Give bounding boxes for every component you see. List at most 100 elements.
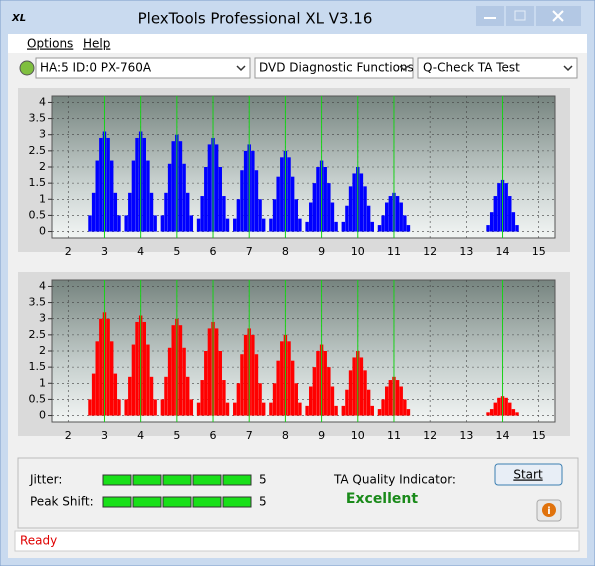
y-tick-label: 3 <box>39 128 46 141</box>
x-tick-label: 11 <box>387 429 401 442</box>
bar <box>334 221 338 232</box>
bar <box>149 376 154 416</box>
bar <box>305 221 309 232</box>
y-tick-label: 0 <box>39 225 46 238</box>
y-tick-label: 2.5 <box>29 144 47 157</box>
bar <box>200 196 204 232</box>
drive-select[interactable] <box>35 57 251 79</box>
bar <box>359 173 364 232</box>
bar <box>185 376 190 416</box>
bar <box>366 205 371 232</box>
start-button[interactable] <box>494 463 563 486</box>
bar <box>236 199 241 232</box>
bar <box>218 167 222 232</box>
x-tick-label: 2 <box>65 245 72 258</box>
bar <box>377 409 382 416</box>
bar <box>233 402 237 416</box>
bar <box>276 360 280 416</box>
bar <box>146 344 150 416</box>
bar <box>269 218 273 232</box>
x-tick-label: 10 <box>351 429 365 442</box>
bar <box>146 160 150 232</box>
maximize-button[interactable] <box>506 6 534 26</box>
bar <box>508 402 512 416</box>
y-tick-label: 3 <box>39 312 46 325</box>
bar <box>489 212 494 232</box>
bar <box>276 176 280 232</box>
bar <box>312 183 317 232</box>
bar <box>95 341 99 416</box>
bar <box>504 397 508 416</box>
bar <box>117 215 121 232</box>
bar <box>106 137 110 232</box>
function-select[interactable] <box>254 57 414 79</box>
bar <box>117 399 121 416</box>
bar <box>493 196 498 232</box>
bar <box>323 351 327 416</box>
bar <box>153 399 157 416</box>
x-tick-label: 12 <box>423 245 437 258</box>
bar <box>214 328 219 416</box>
x-tick-label: 14 <box>496 429 510 442</box>
bar <box>366 389 371 416</box>
bar <box>167 163 172 232</box>
bar <box>341 405 346 416</box>
bar <box>182 347 186 416</box>
bar <box>189 399 194 416</box>
bar <box>269 402 273 416</box>
bar <box>106 318 110 416</box>
function-select-text: DVD Diagnostic Functions <box>259 61 414 75</box>
bar <box>218 351 222 416</box>
bar <box>489 409 494 416</box>
bar <box>406 225 411 232</box>
bar <box>196 218 201 232</box>
bar <box>312 367 317 416</box>
y-tick-label: 1.5 <box>29 176 47 189</box>
bar <box>178 325 183 416</box>
bar <box>185 192 190 232</box>
x-tick-label: 8 <box>282 245 289 258</box>
meter-block <box>132 474 162 486</box>
status-bar <box>14 530 580 552</box>
menu-item[interactable]: Help <box>83 37 110 51</box>
peak-shift-label: Peak Shift: <box>30 495 94 509</box>
bar <box>497 183 501 232</box>
bar <box>261 218 266 232</box>
x-tick-label: 11 <box>387 245 401 258</box>
minimize-button[interactable] <box>476 6 504 26</box>
meter-block <box>222 496 252 508</box>
bar <box>254 170 259 232</box>
bar <box>316 167 320 232</box>
bar <box>508 196 512 232</box>
bar <box>493 402 498 416</box>
bar <box>113 192 118 232</box>
bar <box>511 409 516 416</box>
bar <box>290 176 295 232</box>
bar <box>142 321 146 416</box>
x-tick-label: 15 <box>532 245 546 258</box>
test-select[interactable] <box>417 57 578 79</box>
bar <box>287 157 291 232</box>
x-tick-label: 5 <box>173 245 180 258</box>
bar <box>345 205 349 232</box>
bar <box>164 376 168 416</box>
bar <box>280 157 284 232</box>
bar <box>171 141 175 232</box>
bar <box>504 183 508 232</box>
x-tick-label: 7 <box>246 245 253 258</box>
bar <box>160 215 165 232</box>
bar <box>388 196 393 232</box>
bar <box>204 167 208 232</box>
bar <box>189 215 194 232</box>
menu-item[interactable]: Options <box>27 37 73 51</box>
bar <box>88 399 92 416</box>
bar <box>236 383 241 416</box>
bar <box>330 386 335 416</box>
bar <box>352 357 356 416</box>
bar <box>128 376 132 416</box>
bar <box>258 199 262 232</box>
bar <box>222 380 226 416</box>
bar <box>91 192 96 232</box>
bar <box>381 215 385 232</box>
